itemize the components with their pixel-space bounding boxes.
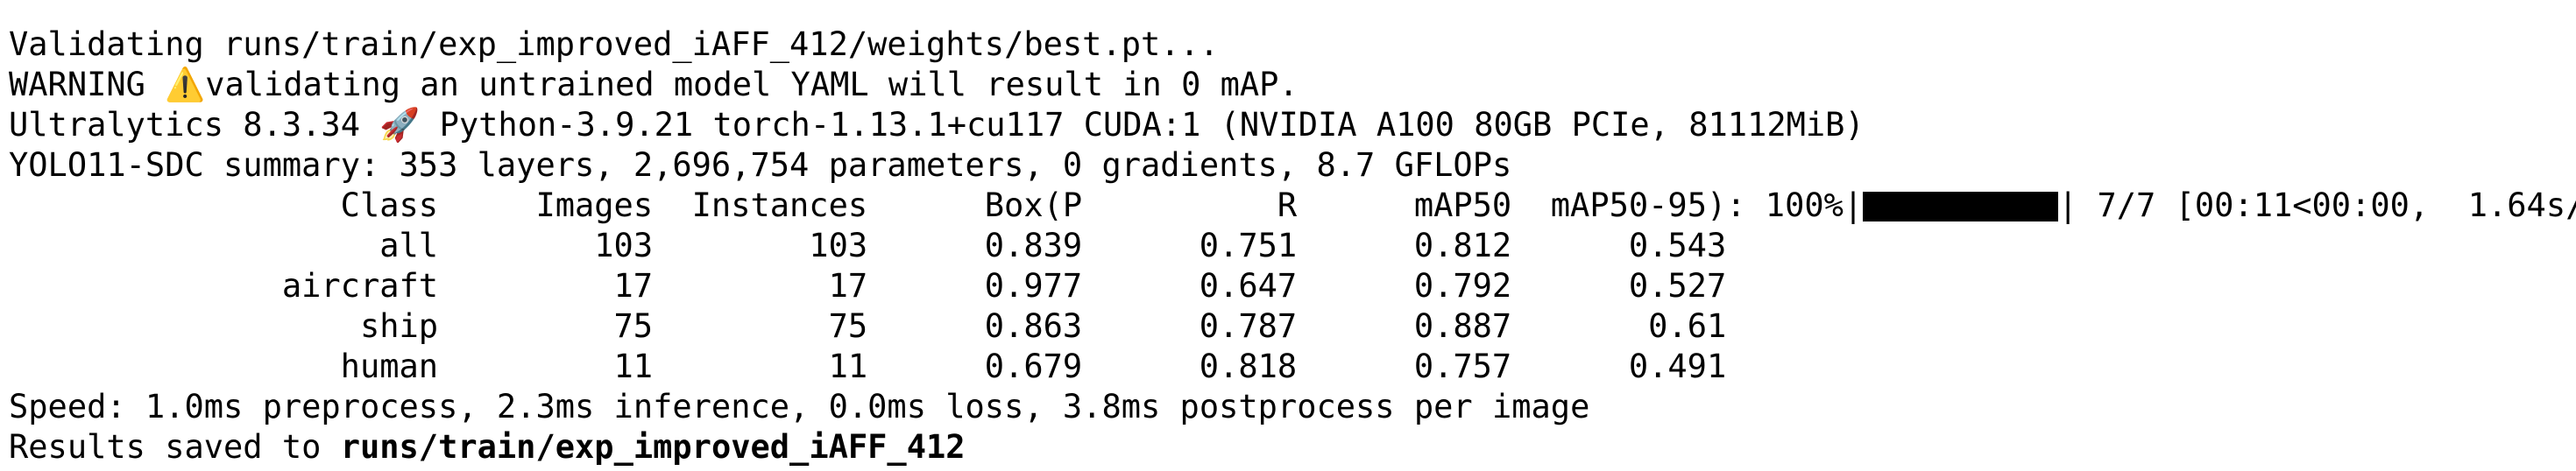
table-cell: 0.863	[984, 307, 1083, 345]
table-cell: aircraft	[281, 267, 439, 305]
progress-bar	[1863, 192, 2058, 221]
table-cell: ship	[359, 307, 439, 345]
table-cell: 0.812	[1413, 227, 1512, 264]
table-cell: 0.679	[984, 348, 1083, 385]
table-cell: 0.757	[1413, 348, 1512, 385]
table-row: all 103 103 0.839 0.751 0.812 0.543	[9, 226, 2576, 266]
table-cell: 103	[809, 227, 868, 264]
table-cell: 0.839	[984, 227, 1083, 264]
table-row: human 11 11 0.679 0.818 0.757 0.491	[9, 347, 2576, 387]
header-cell: mAP50	[1413, 186, 1512, 224]
table-cell: 75	[828, 307, 868, 345]
header-cell: mAP50-95)	[1550, 186, 1727, 224]
output-line: Ultralytics 8.3.34 🚀 Python-3.9.21 torch…	[9, 106, 1865, 144]
table-cell: 0.647	[1199, 267, 1298, 305]
table-cell: 0.751	[1199, 227, 1298, 264]
header-cell: Instances	[691, 186, 868, 224]
table-cell: 17	[828, 267, 868, 305]
table-row: aircraft 17 17 0.977 0.647 0.792 0.527	[9, 266, 2576, 306]
table-cell: 0.818	[1199, 348, 1298, 385]
table-cell: 11	[613, 348, 654, 385]
table-row: ship 75 75 0.863 0.787 0.887 0.61	[9, 306, 2576, 347]
output-line: Validating runs/train/exp_improved_iAFF_…	[9, 25, 1220, 63]
table-cell: 0.792	[1413, 267, 1512, 305]
table-cell: 17	[613, 267, 654, 305]
table-cell: 0.543	[1628, 227, 1727, 264]
header-cell: Class	[340, 186, 439, 224]
output-line: WARNING ⚠️validating an untrained model …	[9, 66, 1299, 103]
output-line: YOLO11-SDC summary: 353 layers, 2,696,75…	[9, 146, 1512, 184]
table-cell: 0.491	[1628, 348, 1727, 385]
table-cell: 0.787	[1199, 307, 1298, 345]
results-line: Results saved to runs/train/exp_improved…	[9, 427, 2576, 467]
table-cell: 0.527	[1628, 267, 1727, 305]
results-prefix: Results saved to	[9, 428, 341, 466]
table-cell: 0.977	[984, 267, 1083, 305]
results-path: runs/train/exp_improved_iAFF_412	[340, 428, 966, 466]
progress-suffix: | 7/7 [00:11<00:00, 1.64s/	[2057, 186, 2576, 224]
table-cell: 0.887	[1413, 307, 1512, 345]
table-cell: human	[340, 348, 439, 385]
table-cell: 0.61	[1648, 307, 1727, 345]
header-cell: Box(P	[984, 186, 1083, 224]
progress-prefix: : 100%|	[1726, 186, 1864, 224]
header-cell: Images	[535, 186, 654, 224]
table-cell: 75	[613, 307, 654, 345]
table-cell: 11	[828, 348, 868, 385]
table-cell: 103	[594, 227, 654, 264]
header-cell: R	[1277, 186, 1298, 224]
speed-line: Speed: 1.0ms preprocess, 2.3ms inference…	[9, 388, 1590, 425]
table-cell: all	[379, 227, 439, 264]
